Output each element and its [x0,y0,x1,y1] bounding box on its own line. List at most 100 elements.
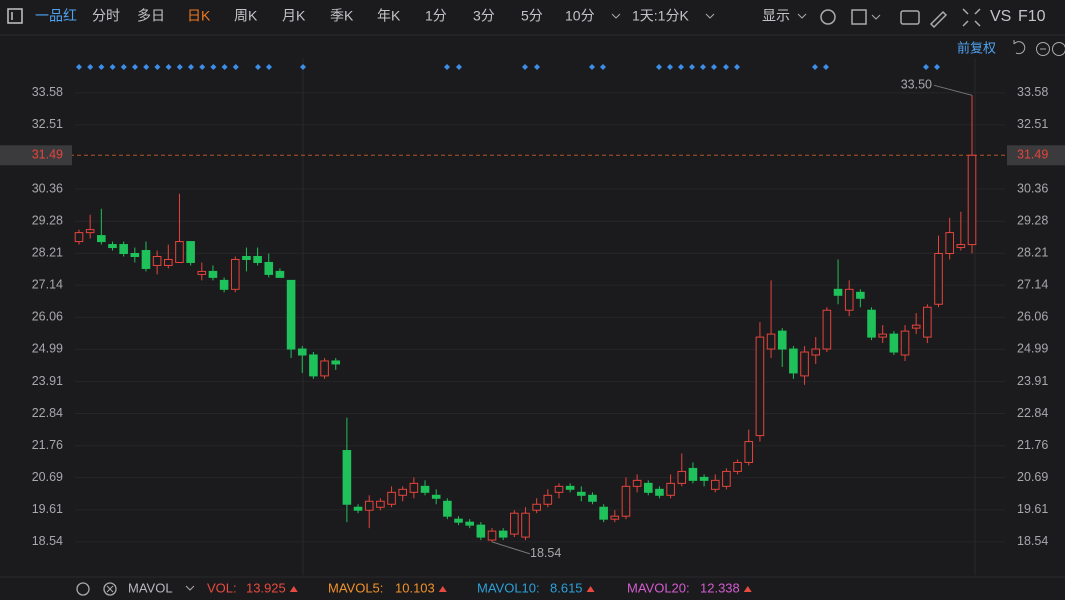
pen-icon[interactable] [929,10,948,29]
layout-icon[interactable] [851,9,867,25]
close-icon[interactable] [103,582,117,596]
candle-body [833,288,843,296]
event-marker [656,64,662,70]
annotation-label: 18.54 [530,546,561,560]
settings-icon[interactable] [76,582,90,596]
candle-body [789,348,798,374]
trend-arrow [289,586,298,592]
event-marker [109,64,116,70]
event-marker [923,64,929,70]
period-tab[interactable]: 1天:1分K [632,8,689,24]
candle-body [197,270,207,275]
y-tick-label: 19.61 [1017,502,1048,516]
y-tick-label: 29.28 [1017,214,1048,228]
y-tick-label: 27.14 [1017,277,1048,291]
chevron [871,14,881,20]
candle-body [353,506,363,511]
event-marker [199,64,206,70]
candle-body [376,500,385,508]
y-tick-label: 21.76 [1017,438,1048,452]
candle-body [420,485,430,493]
candle-body [610,515,620,520]
current-price-label: 31.49 [1017,148,1048,162]
indicator-value: 12.338 [700,580,740,595]
menu-icon[interactable] [7,8,23,24]
period-tab[interactable]: 5分 [521,8,543,24]
trend-arrow [438,586,447,592]
y-tick-label: 19.61 [32,502,63,516]
candle-body [934,253,943,305]
zoom-out-icon[interactable] [1036,42,1050,56]
trend-arrow [586,586,595,592]
candle-body [666,482,675,496]
y-tick-label: 32.51 [1017,117,1048,131]
camera-icon[interactable] [900,10,920,25]
candle-body [923,306,932,338]
vs-button[interactable]: VS [990,8,1011,25]
candle-body [889,333,899,353]
y-tick-label: 33.58 [1017,85,1048,99]
candle-body [130,253,140,257]
event-marker [934,64,940,70]
adjust-mode[interactable]: 前复权 [957,40,996,55]
candle-body [409,482,419,493]
period-tab[interactable]: 3分 [473,8,495,24]
period-tab[interactable]: 年K [377,8,401,24]
candle-body [755,336,765,437]
settings-icon[interactable] [820,9,836,25]
candle-body [242,255,251,260]
indicator-label: MAVOL5: [328,580,383,595]
candle-body [297,348,307,356]
y-tick-label: 26.06 [32,310,63,324]
candle-body [230,258,240,290]
candle-body [643,482,653,493]
y-tick-label: 27.14 [32,277,63,291]
candle-body [275,270,285,278]
candle-body [164,258,173,266]
candle-body [956,244,966,249]
period-tab[interactable]: 日K [187,8,211,24]
candle-body [465,521,474,526]
candle-body [85,229,95,234]
candle-body [286,279,296,350]
event-marker [300,64,306,70]
y-tick-label: 22.84 [32,406,63,420]
candle-body [766,333,776,350]
fullscreen-icon[interactable] [962,8,981,27]
period-tab[interactable]: 1分 [425,8,447,24]
candle-body [141,250,151,269]
y-tick-label: 22.84 [1017,406,1048,420]
candle-body [588,494,597,502]
candle-body [431,494,441,499]
period-tab[interactable]: 分时 [92,8,120,24]
reset-icon[interactable] [1013,40,1026,55]
y-tick-label: 23.91 [1017,374,1048,388]
candle-body [454,518,463,523]
y-tick-label: 20.69 [1017,470,1048,484]
y-tick-label: 28.21 [1017,246,1048,260]
zoom-in-icon[interactable] [1052,42,1065,56]
event-marker [98,64,105,70]
display-menu[interactable]: 显示 [762,8,790,24]
indicator-name[interactable]: MAVOL [128,580,173,595]
f10-button[interactable]: F10 [1018,8,1046,25]
y-tick-label: 18.54 [32,534,63,548]
candle-body [253,255,262,263]
stock-name[interactable]: 一品红 [35,8,77,24]
event-marker [210,64,217,70]
candle-body [398,488,408,496]
period-tab[interactable]: 月K [282,8,306,24]
y-tick-label: 29.28 [32,214,63,228]
indicator-value: 13.925 [246,580,286,595]
candle-body [945,232,954,255]
period-tab[interactable]: 周K [234,8,258,24]
event-marker [667,64,673,70]
event-marker [534,64,540,70]
chevron [611,13,621,19]
candle-body [878,333,888,338]
candle-body [342,450,352,505]
event-marker [87,64,94,70]
period-tab[interactable]: 多日 [137,8,165,24]
period-tab[interactable]: 10分 [565,8,595,24]
period-tab[interactable]: 季K [330,8,354,24]
